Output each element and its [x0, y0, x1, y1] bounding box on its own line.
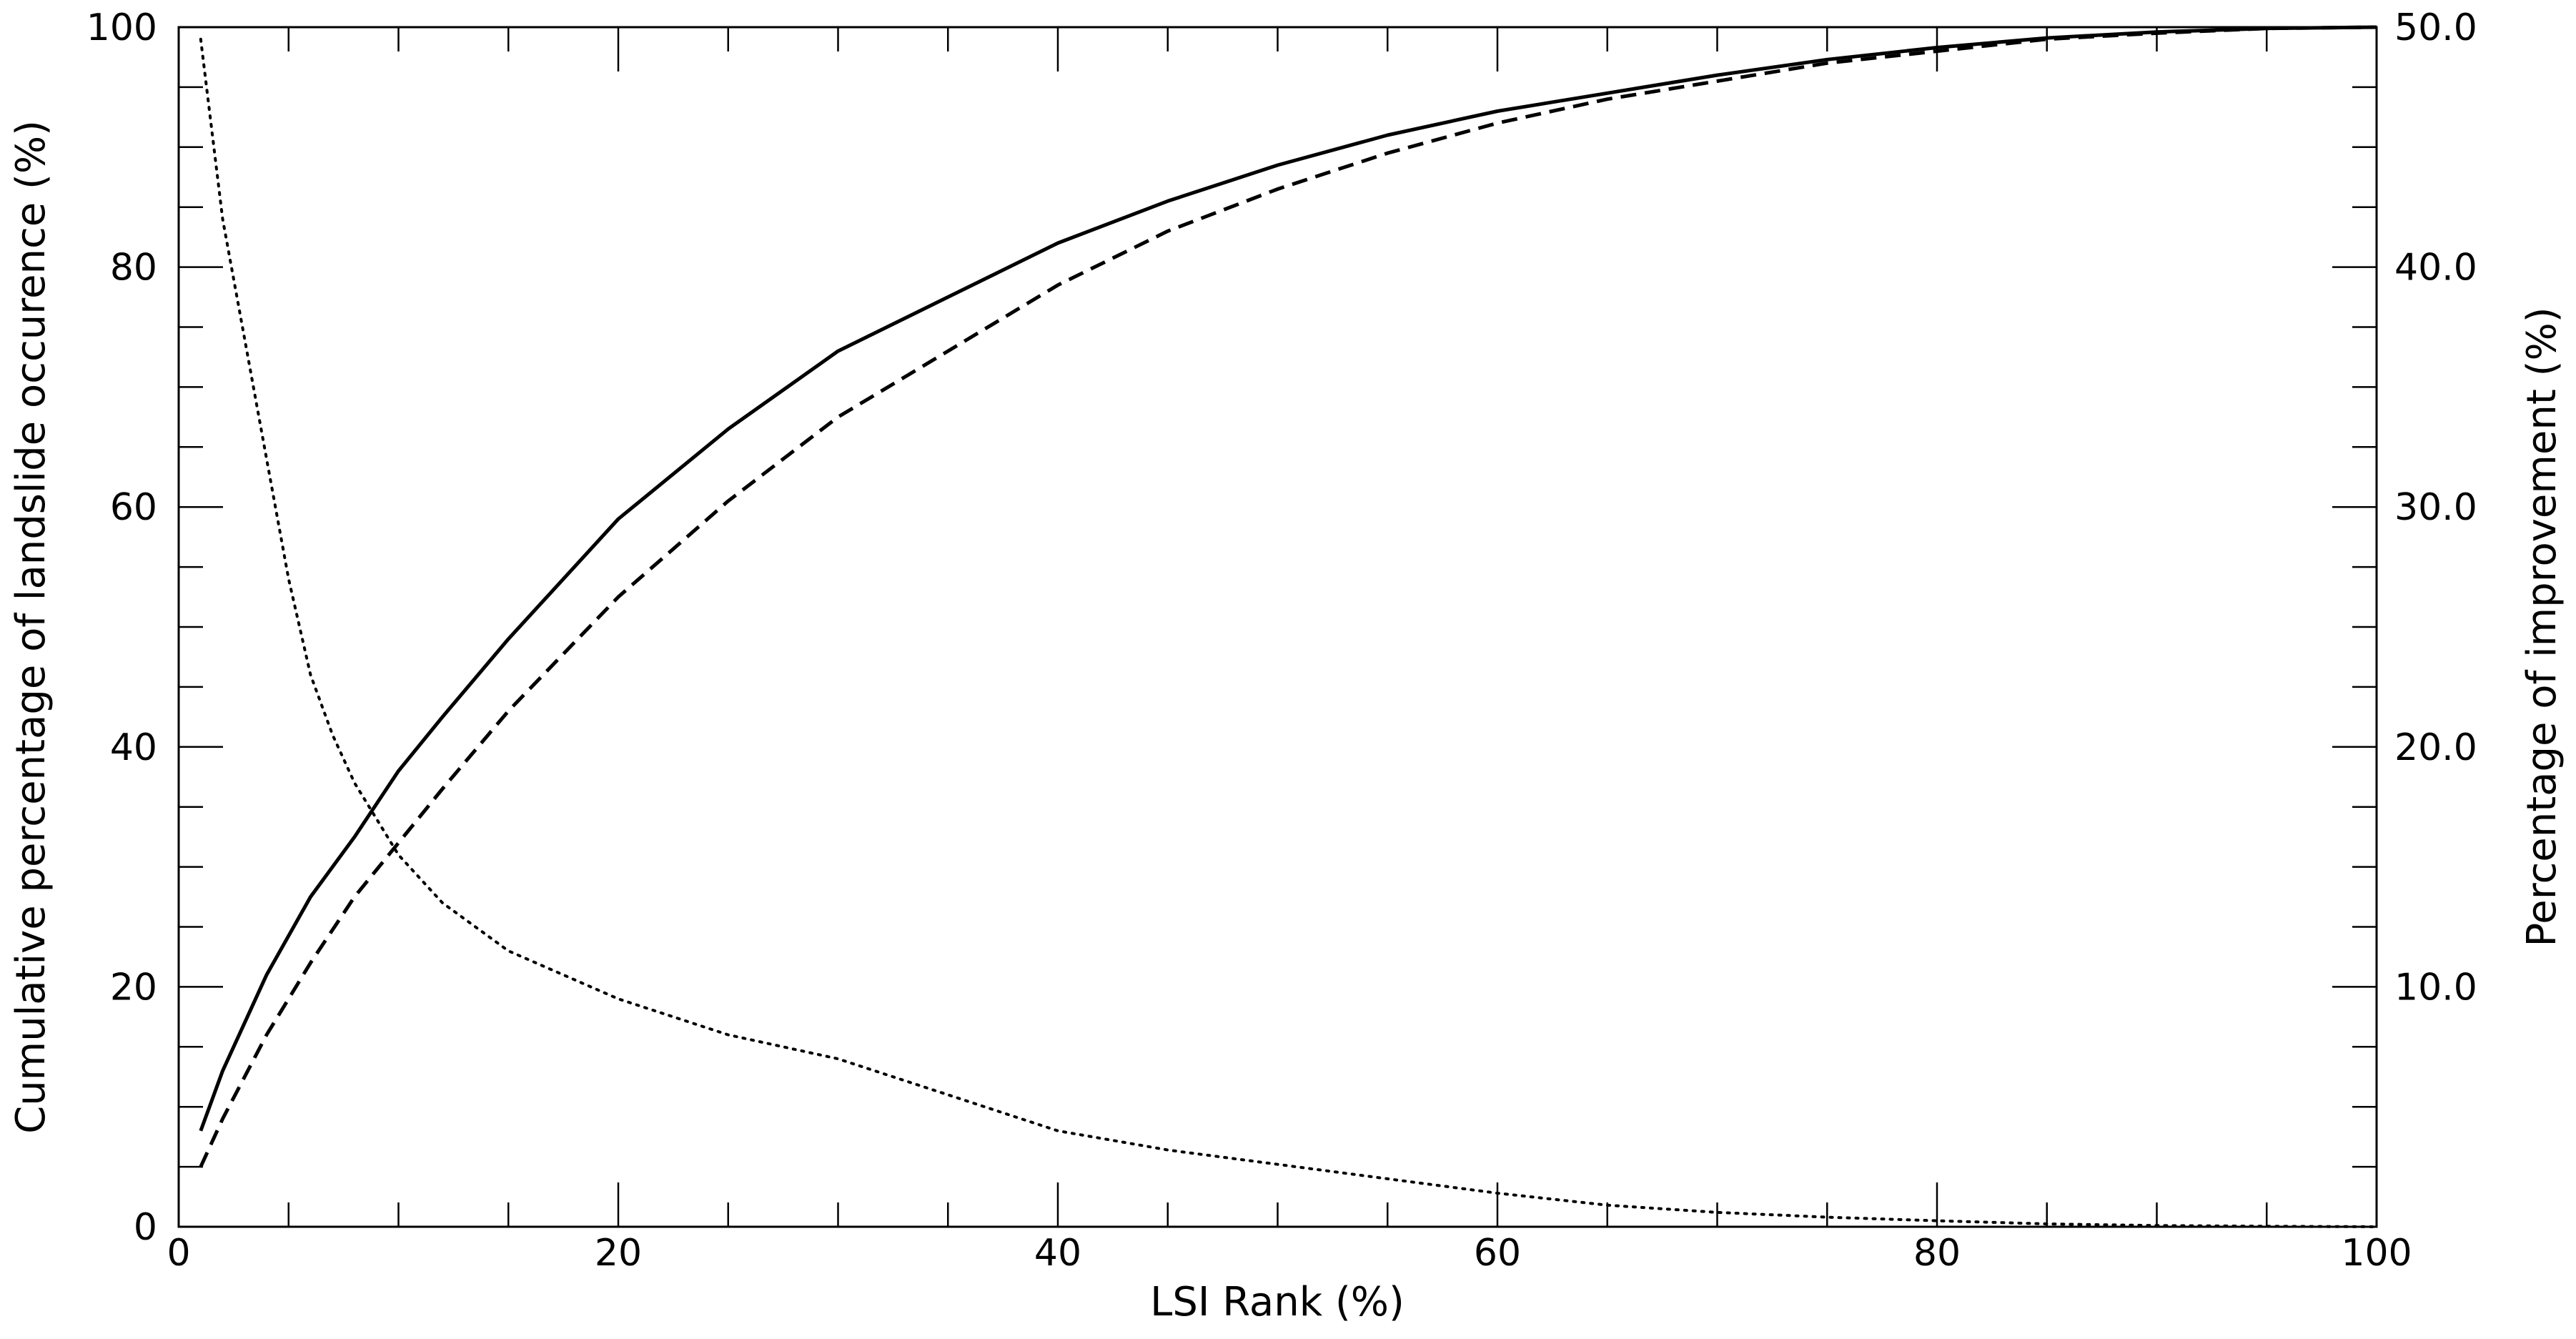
- ticks-layer: [177, 26, 2378, 1228]
- series-layer: [199, 25, 2378, 1228]
- y-tick-label: 40: [110, 726, 157, 769]
- y-tick-label: 80: [110, 247, 157, 290]
- plot-frame: [177, 26, 2378, 1228]
- y-tick-label: 20: [110, 966, 157, 1009]
- y-tick-label: 60: [110, 486, 157, 529]
- y-axis-title: Cumulative percentage of landslide occur…: [8, 120, 54, 1134]
- x-axis-title: LSI Rank (%): [1150, 1279, 1405, 1325]
- y-tick-label: 100: [86, 6, 157, 49]
- labels-layer: 0 20 40 60 80 100 0 20 40 60 80 100 10.0 20.0 30.0 40.0…: [86, 6, 2477, 1275]
- y2-axis-title: Percentage of improvement (%): [2519, 307, 2565, 947]
- y-tick-label: 0: [134, 1206, 157, 1249]
- y2-tick-label: 50.0: [2394, 6, 2477, 49]
- series-line-solid: [199, 25, 2377, 1132]
- x-tick-label: 80: [1913, 1232, 1961, 1275]
- series-line-dotted: [199, 37, 2378, 1228]
- series-line-dashed: [199, 25, 2377, 1168]
- x-tick-label: 0: [167, 1232, 190, 1275]
- y2-tick-label: 10.0: [2394, 966, 2477, 1009]
- y2-tick-label: 40.0: [2394, 247, 2477, 290]
- x-tick-label: 20: [595, 1232, 642, 1275]
- x-tick-label: 60: [1474, 1232, 1521, 1275]
- y2-tick-label: 30.0: [2394, 486, 2477, 529]
- y2-tick-label: 20.0: [2394, 726, 2477, 769]
- x-tick-label: 40: [1034, 1232, 1081, 1275]
- x-tick-label: 100: [2341, 1232, 2412, 1275]
